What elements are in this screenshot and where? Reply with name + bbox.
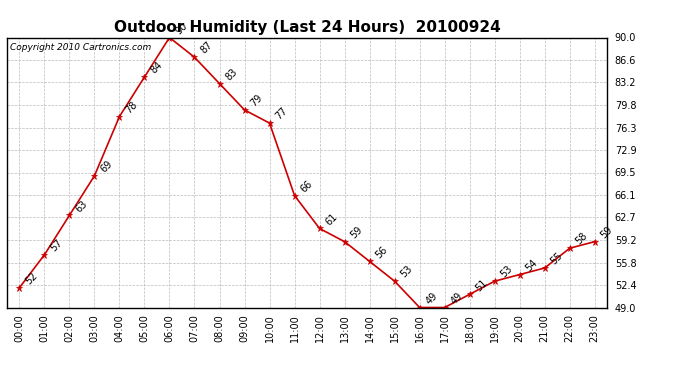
Text: 49: 49 <box>448 290 464 306</box>
Text: 58: 58 <box>574 231 590 247</box>
Text: 59: 59 <box>599 224 615 240</box>
Text: 84: 84 <box>148 60 164 76</box>
Text: 78: 78 <box>124 99 139 115</box>
Text: 56: 56 <box>374 244 390 260</box>
Text: 57: 57 <box>48 237 64 254</box>
Text: 63: 63 <box>74 198 89 214</box>
Text: 54: 54 <box>524 257 540 273</box>
Text: 87: 87 <box>199 40 215 56</box>
Text: 90: 90 <box>174 20 189 36</box>
Text: 83: 83 <box>224 66 239 82</box>
Text: 55: 55 <box>549 251 564 267</box>
Text: 79: 79 <box>248 93 264 108</box>
Text: 49: 49 <box>424 290 440 306</box>
Text: 53: 53 <box>499 264 515 280</box>
Text: 51: 51 <box>474 277 490 293</box>
Text: 59: 59 <box>348 224 364 240</box>
Title: Outdoor Humidity (Last 24 Hours)  20100924: Outdoor Humidity (Last 24 Hours) 2010092… <box>114 20 500 35</box>
Text: 52: 52 <box>23 270 39 286</box>
Text: 53: 53 <box>399 264 415 280</box>
Text: 61: 61 <box>324 211 339 227</box>
Text: 66: 66 <box>299 178 315 194</box>
Text: Copyright 2010 Cartronics.com: Copyright 2010 Cartronics.com <box>10 43 151 52</box>
Text: 77: 77 <box>274 106 290 122</box>
Text: 69: 69 <box>99 159 115 174</box>
